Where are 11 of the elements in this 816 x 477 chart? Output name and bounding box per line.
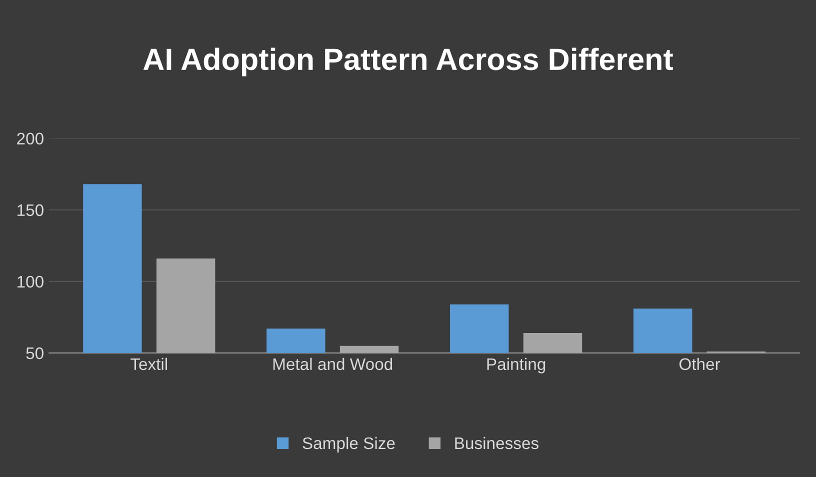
x-tick-label: Textil — [130, 358, 167, 370]
x-tick-label: Painting — [487, 358, 546, 374]
y-tick-label: 50 — [26, 347, 44, 360]
legend-label: Sample Size — [302, 436, 395, 452]
legend-label: Businesses — [455, 436, 538, 450]
y-tick-label: 100 — [18, 276, 44, 288]
chart-title: AI Adoption Pattern Across Different — [143, 48, 674, 76]
x-tick-label: Other — [679, 358, 720, 370]
y-tick-label: 150 — [18, 204, 44, 216]
x-tick-label: Metal and Wood — [273, 358, 392, 370]
y-tick-label: 200 — [17, 132, 44, 145]
